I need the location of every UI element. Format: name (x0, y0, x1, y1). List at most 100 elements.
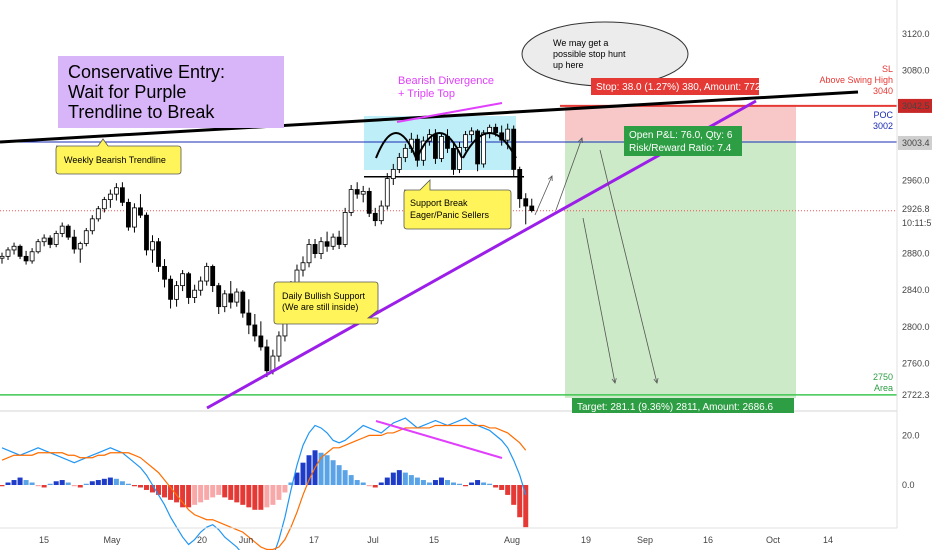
macd-hist-bar (71, 485, 77, 487)
macd-hist-bar (240, 485, 246, 505)
candle-body (475, 130, 480, 165)
entry-callout-text-line: Wait for Purple (68, 82, 186, 102)
macd-hist-bar (143, 485, 149, 490)
candle-body (390, 169, 396, 179)
candle-body (517, 169, 523, 200)
sl-label-value: 3040 (873, 86, 893, 96)
candle-body (234, 291, 240, 303)
macd-hist-bar (216, 485, 222, 495)
signal-line (1, 424, 527, 550)
arrow-down-2 (599, 149, 658, 384)
macd-hist-bar (318, 452, 324, 485)
macd-hist-bar (228, 485, 234, 500)
candle-body (0, 255, 5, 259)
candle-body (481, 132, 487, 165)
macd-hist-bar (192, 485, 198, 505)
target-label: Target: 281.1 (9.36%) 2811, Amount: 2686… (577, 402, 773, 413)
macd-hist-bar (35, 485, 41, 487)
macd-hist-bar (294, 472, 300, 485)
candle-body (246, 312, 252, 326)
candle-body (463, 134, 468, 148)
macd-hist-bar (330, 460, 336, 485)
price-tick-label: 2800.0 (902, 322, 930, 332)
candle-body (384, 178, 390, 207)
macd-hist-bar (396, 470, 402, 485)
candle-body (216, 285, 222, 308)
time-tick-label: 14 (823, 535, 833, 545)
stop-hunt-text: We may get a possible stop hunt up here (553, 38, 626, 70)
macd-hist-bar (23, 480, 29, 485)
macd-hist-bar (29, 482, 35, 485)
time-tick-label: 15 (429, 535, 439, 545)
macd-hist-bar (408, 475, 414, 485)
macd-hist-bar (444, 480, 450, 485)
area-label-value: 2750 (873, 372, 893, 382)
rr-label: Risk/Reward Ratio: 7.4 (629, 143, 732, 154)
macd-hist-bar (264, 485, 270, 508)
price-tick-label: 3080.0 (902, 66, 930, 76)
macd-hist-bar (282, 485, 288, 493)
candle-body (138, 207, 143, 216)
macd-hist-bar (198, 485, 204, 503)
arrow-stop-hunt (555, 137, 583, 211)
macd-hist-bar (372, 485, 378, 488)
macd-hist-bar (41, 485, 47, 488)
macd-hist-bar (83, 483, 89, 485)
candle-body (29, 251, 35, 262)
macd-hist-bar (204, 485, 210, 500)
position-zones (565, 104, 796, 398)
candle-body (23, 255, 29, 262)
price-tick-label: 2880.0 (902, 249, 930, 259)
candle-body (53, 233, 59, 245)
macd-hist-bar (451, 482, 456, 485)
candle-body (101, 199, 107, 210)
countdown-tag: 10:11:57 (902, 218, 932, 228)
candle-body (324, 241, 330, 247)
candle-body (156, 241, 161, 267)
last-price-tag-bg (898, 201, 932, 216)
macd-hist-bar (378, 482, 384, 485)
candle-body (11, 245, 17, 251)
candle-body (511, 128, 517, 170)
stop-label-bg (591, 78, 759, 95)
candle-body (132, 207, 137, 228)
arrow-down-1 (582, 217, 616, 384)
sl-label-title: SL (882, 64, 893, 74)
macd-hist-bar (119, 481, 125, 485)
macd-hist-bar (414, 477, 420, 485)
macd-line (1, 417, 527, 550)
time-tick-label: May (103, 535, 121, 545)
time-tick-label: Jul (367, 535, 379, 545)
macd-hist-bar (402, 472, 408, 485)
candle-body (312, 244, 318, 254)
candle-body (523, 198, 529, 207)
candle-body (366, 190, 372, 214)
macd-hist-bar (47, 483, 53, 485)
daily-support-note: Daily Bullish Support (We are still insid… (282, 291, 366, 312)
macd-divergence-line (375, 420, 503, 459)
macd-hist-bar (210, 485, 216, 498)
macd-hist-bar (168, 485, 174, 500)
candle-body (270, 355, 276, 372)
price-divergence-line (396, 102, 503, 123)
price-tick-label: 2840.0 (902, 285, 930, 295)
candle-body (168, 278, 173, 300)
candle-body (198, 280, 204, 291)
candle-body (83, 230, 89, 244)
time-tick-label: Jun (239, 535, 254, 545)
macd-tick-label: 0.0 (902, 480, 915, 490)
countdown-tag-bg (898, 215, 932, 230)
triple-top-arc (416, 132, 463, 159)
candle-body (414, 138, 420, 161)
macd-hist-bar (475, 480, 481, 485)
macd-hist-bar (77, 485, 83, 488)
macd-hist-bar (463, 485, 469, 487)
daily-support-note-line: (We are still inside) (282, 302, 358, 312)
candle-body (402, 147, 408, 158)
candle-body (35, 241, 41, 253)
time-tick-label: 20 (197, 535, 207, 545)
macd-hist-bar (162, 485, 168, 498)
macd-hist-bar (17, 477, 23, 485)
